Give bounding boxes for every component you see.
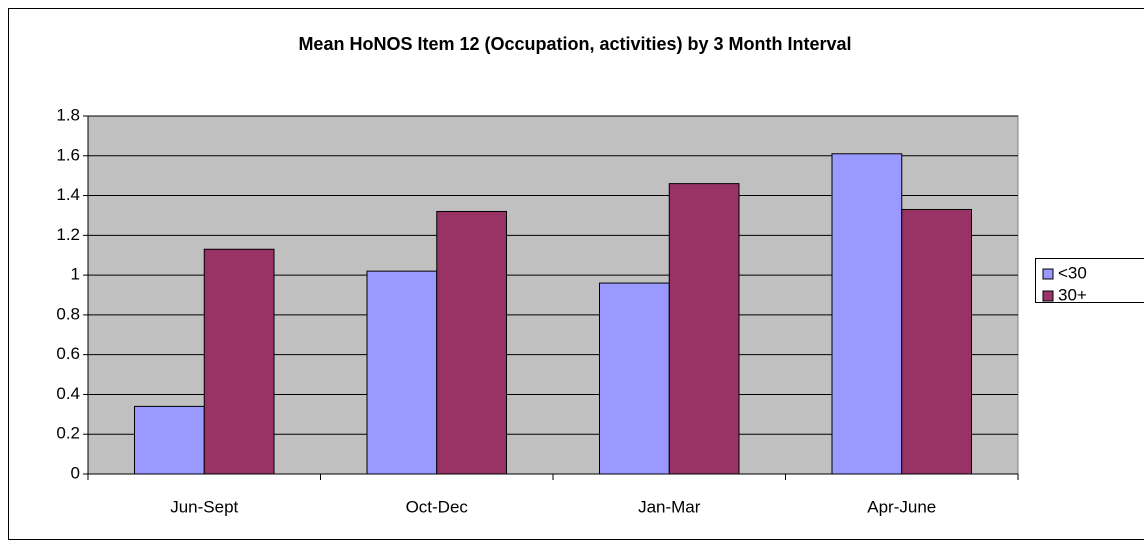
bar: [436, 210, 507, 475]
bar: [366, 270, 438, 475]
y-tick-label: 0.4: [56, 384, 80, 403]
y-tick-label: 1.8: [56, 105, 80, 124]
bar: [901, 208, 972, 475]
chart-title: Mean HoNOS Item 12 (Occupation, activiti…: [298, 34, 851, 54]
bar: [203, 248, 275, 475]
y-tick-label: 1.4: [56, 185, 80, 204]
y-tick-label: 1.2: [56, 225, 80, 244]
legend-swatch: [1042, 268, 1054, 280]
legend-label: 30+: [1058, 285, 1087, 304]
y-tick-label: 0.2: [56, 424, 80, 443]
y-tick-label: 0.8: [56, 304, 80, 323]
legend-swatch: [1042, 290, 1054, 302]
y-tick-label: 0: [71, 463, 80, 482]
x-tick-label: Jan-Mar: [638, 497, 701, 516]
x-tick-label: Oct-Dec: [406, 497, 469, 516]
bar: [831, 153, 903, 475]
bar: [668, 183, 740, 475]
bar: [599, 282, 670, 475]
legend-label: <30: [1058, 263, 1087, 282]
y-tick-label: 0.6: [56, 344, 80, 363]
y-tick-label: 1: [71, 265, 80, 284]
y-tick-label: 1.6: [56, 145, 80, 164]
bar: [134, 405, 205, 475]
legend-box: [1035, 258, 1144, 303]
x-tick-label: Apr-June: [867, 497, 936, 516]
x-tick-label: Jun-Sept: [170, 497, 238, 516]
